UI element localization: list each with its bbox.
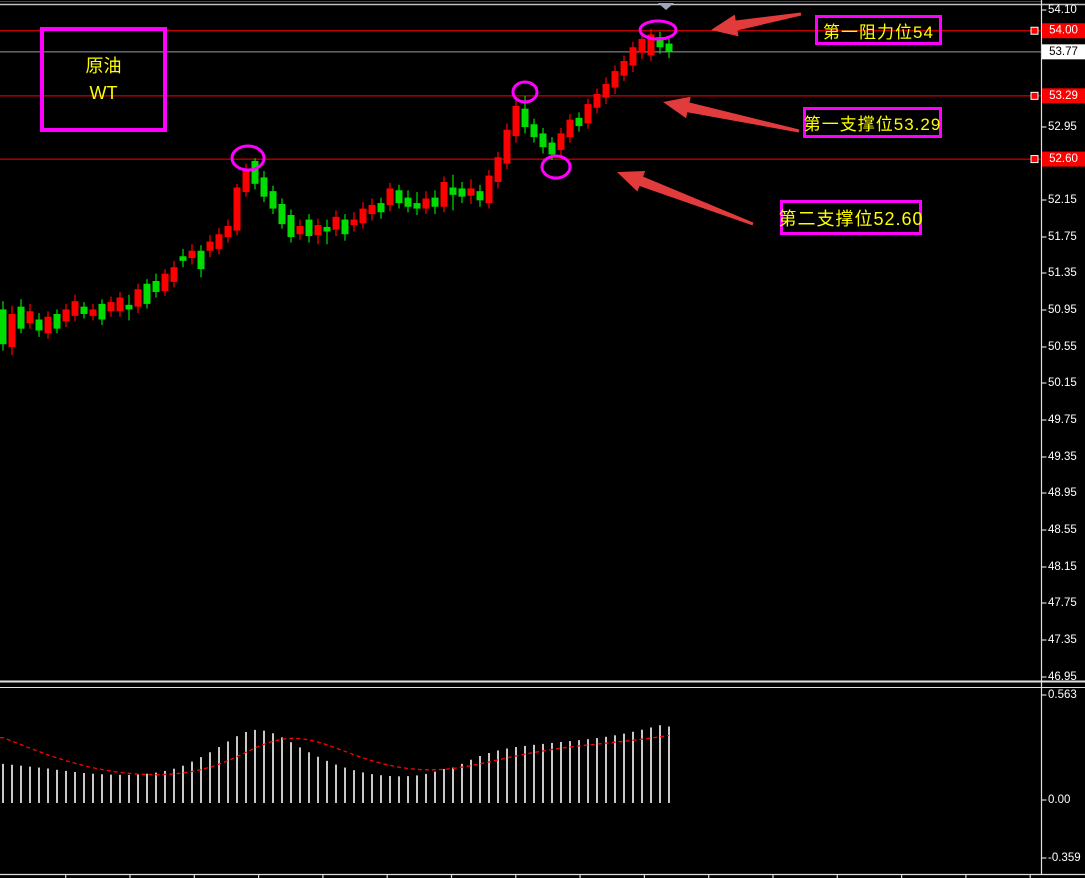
- annotation-support1-label: 第一支撑位53.29: [803, 107, 942, 138]
- annotation-support2-label: 第二支撑位52.60: [778, 200, 923, 235]
- svg-text:54.10: 54.10: [1048, 4, 1077, 16]
- svg-text:47.35: 47.35: [1048, 634, 1077, 646]
- svg-text:48.95: 48.95: [1048, 487, 1077, 499]
- svg-text:0.00: 0.00: [1048, 794, 1070, 806]
- histogram-layer: [2, 725, 670, 803]
- indicator-axis[interactable]: 0.563 0.00 -0.359: [1042, 689, 1081, 864]
- candlestick-layer: [0, 28, 673, 356]
- highlight-circles: [230, 19, 678, 180]
- svg-text:52.15: 52.15: [1048, 194, 1077, 206]
- svg-text:48.55: 48.55: [1048, 524, 1077, 536]
- svg-text:50.55: 50.55: [1048, 341, 1077, 353]
- instrument-symbol: WT: [89, 82, 118, 103]
- svg-text:0.563: 0.563: [1048, 689, 1077, 701]
- instrument-name: 原油: [85, 55, 122, 76]
- scroll-to-end-icon[interactable]: [658, 3, 674, 10]
- level-lines: [0, 30, 1041, 160]
- svg-text:54.00: 54.00: [1049, 25, 1078, 37]
- svg-text:50.95: 50.95: [1048, 304, 1077, 316]
- annotation-arrows: [617, 12, 802, 226]
- svg-text:51.35: 51.35: [1048, 267, 1077, 279]
- svg-text:48.15: 48.15: [1048, 561, 1077, 573]
- svg-text:52.95: 52.95: [1048, 121, 1077, 133]
- svg-text:-0.359: -0.359: [1048, 852, 1081, 864]
- signal-line: [0, 734, 670, 776]
- svg-text:50.15: 50.15: [1048, 377, 1077, 389]
- annotation-resistance1-label: 第一阻力位54: [815, 15, 942, 45]
- price-axis[interactable]: 54.10 52.95 52.15 51.75 51.35 50.95 50.55 50.15…: [1030, 4, 1085, 683]
- svg-text:49.35: 49.35: [1048, 451, 1077, 463]
- instrument-label-box: 原油 WT: [40, 27, 167, 132]
- svg-text:49.75: 49.75: [1048, 414, 1077, 426]
- svg-text:52.60: 52.60: [1049, 153, 1078, 165]
- svg-text:46.95: 46.95: [1048, 671, 1077, 683]
- svg-text:53.29: 53.29: [1049, 90, 1078, 102]
- svg-text:53.77: 53.77: [1049, 46, 1078, 58]
- svg-text:47.75: 47.75: [1048, 597, 1077, 609]
- svg-text:51.75: 51.75: [1048, 231, 1077, 243]
